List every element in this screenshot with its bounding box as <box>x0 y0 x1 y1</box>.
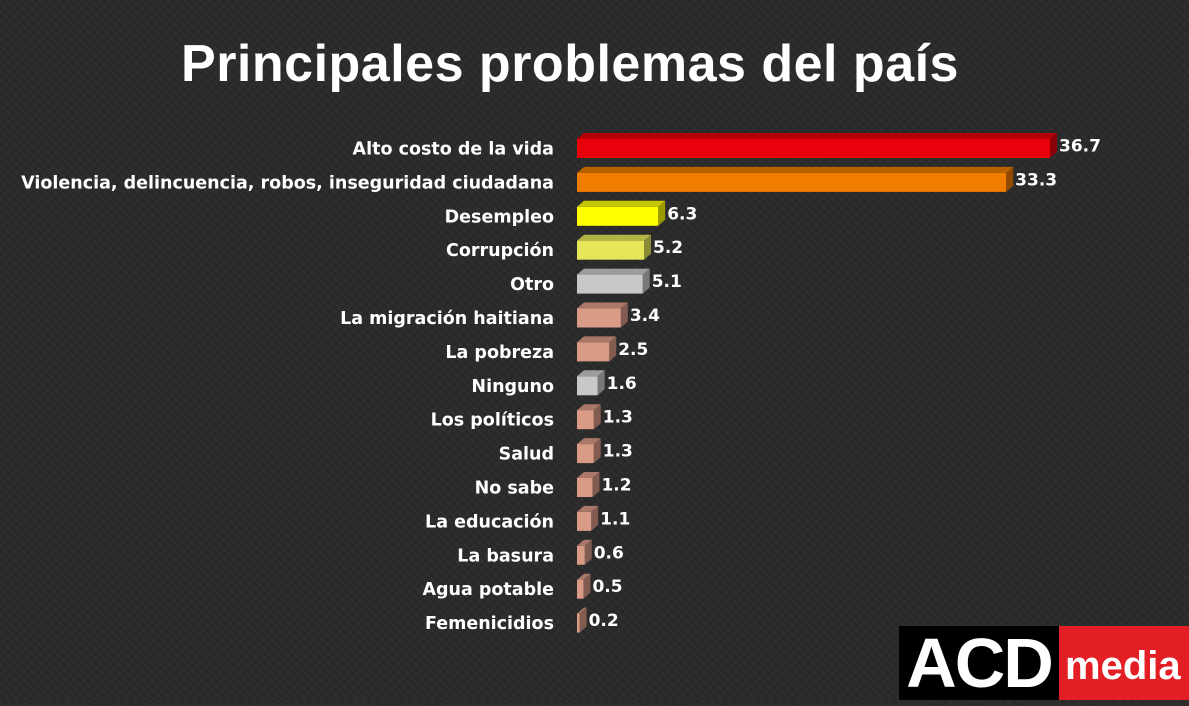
bar-side-face <box>597 370 605 396</box>
value-label: 1.3 <box>603 442 633 462</box>
logo-acd-text: ACD <box>899 626 1059 700</box>
bar <box>577 342 610 362</box>
bar-group <box>577 133 1057 158</box>
bar-group <box>577 539 592 565</box>
bar-group <box>577 234 652 260</box>
bar-top-face <box>577 404 601 411</box>
bar-side-face <box>644 234 652 260</box>
value-label: 36.7 <box>1059 137 1101 157</box>
bar-top-face <box>577 234 652 241</box>
bar-side-face <box>579 607 587 633</box>
bar-top-face <box>577 302 628 309</box>
value-label: 6.3 <box>667 204 697 224</box>
bar-top-face <box>577 607 587 614</box>
bar-top-face <box>577 166 1014 173</box>
bar-top-face <box>577 336 617 343</box>
category-label: La migración haitiana <box>340 309 554 329</box>
bar-top-face <box>577 505 599 512</box>
bar-group <box>577 302 628 328</box>
bar-side-face <box>593 404 601 430</box>
category-label: Corrupción <box>446 241 554 261</box>
bar-group <box>577 505 599 531</box>
bar-group <box>577 404 601 430</box>
bar-group <box>577 336 617 362</box>
bar-group <box>577 607 587 633</box>
value-label: 1.2 <box>601 476 631 496</box>
bar <box>577 545 585 565</box>
bar-side-face <box>592 472 600 497</box>
bar-top-face <box>577 573 591 580</box>
category-label: Salud <box>499 445 554 465</box>
category-label: Agua potable <box>422 580 554 600</box>
value-label: 5.2 <box>653 238 683 258</box>
bar-side-face <box>583 573 591 599</box>
logo-media-text: media <box>1059 626 1189 700</box>
bar <box>577 478 593 497</box>
bar-side-face <box>593 438 601 464</box>
value-label: 0.6 <box>594 543 624 563</box>
bar-side-face <box>1050 133 1057 158</box>
bar-side-face <box>620 302 628 328</box>
bar-side-face <box>642 268 650 294</box>
category-label: La pobreza <box>445 343 554 363</box>
bar-side-face <box>658 200 666 226</box>
value-label: 3.4 <box>630 306 660 326</box>
bar-top-face <box>577 200 666 207</box>
bar <box>577 308 621 328</box>
acd-media-logo: ACD media <box>899 626 1189 700</box>
bar-group <box>577 472 600 497</box>
bar <box>577 172 1007 192</box>
bar <box>577 274 643 294</box>
bar <box>577 410 594 430</box>
value-label: 0.2 <box>589 611 619 631</box>
category-label: La basura <box>457 546 554 566</box>
category-label: Desempleo <box>445 207 554 227</box>
value-label: 0.5 <box>592 577 622 597</box>
bar-top-face <box>577 472 600 478</box>
category-label: Violencia, delincuencia, robos, inseguri… <box>21 173 554 193</box>
category-label: Otro <box>510 275 554 295</box>
value-label: 1.1 <box>600 509 630 529</box>
bar <box>577 613 580 633</box>
bar <box>577 579 584 599</box>
value-label: 5.1 <box>652 272 682 292</box>
value-label: 33.3 <box>1015 170 1057 190</box>
bar-top-face <box>577 268 650 275</box>
bar <box>577 240 645 260</box>
bar <box>577 139 1050 158</box>
category-label: No sabe <box>475 479 555 499</box>
bar-side-face <box>591 505 599 531</box>
value-label: 1.3 <box>603 408 633 428</box>
bar-group <box>577 438 601 464</box>
category-label: Los políticos <box>431 411 554 431</box>
bar-top-face <box>577 539 592 546</box>
category-label: Femenicidios <box>425 614 554 634</box>
bar-group <box>577 370 605 396</box>
value-label: 2.5 <box>618 340 648 360</box>
bar-group <box>577 166 1014 192</box>
bar-side-face <box>584 539 592 565</box>
category-label: Ninguno <box>471 377 554 397</box>
bar <box>577 376 598 396</box>
chart-title: Principales problemas del país <box>181 35 959 93</box>
bar <box>577 511 592 531</box>
bar-top-face <box>577 438 601 445</box>
bar <box>577 206 659 226</box>
bar-group <box>577 268 650 294</box>
bar-side-face <box>1006 166 1014 192</box>
bar-side-face <box>609 336 617 362</box>
value-label: 1.6 <box>607 374 637 394</box>
bar-group <box>577 573 591 599</box>
bar-top-face <box>577 133 1057 139</box>
bar-group <box>577 200 666 226</box>
category-label: La educación <box>425 512 554 532</box>
bar-top-face <box>577 370 605 377</box>
category-label: Alto costo de la vida <box>353 140 554 160</box>
bar <box>577 444 594 464</box>
